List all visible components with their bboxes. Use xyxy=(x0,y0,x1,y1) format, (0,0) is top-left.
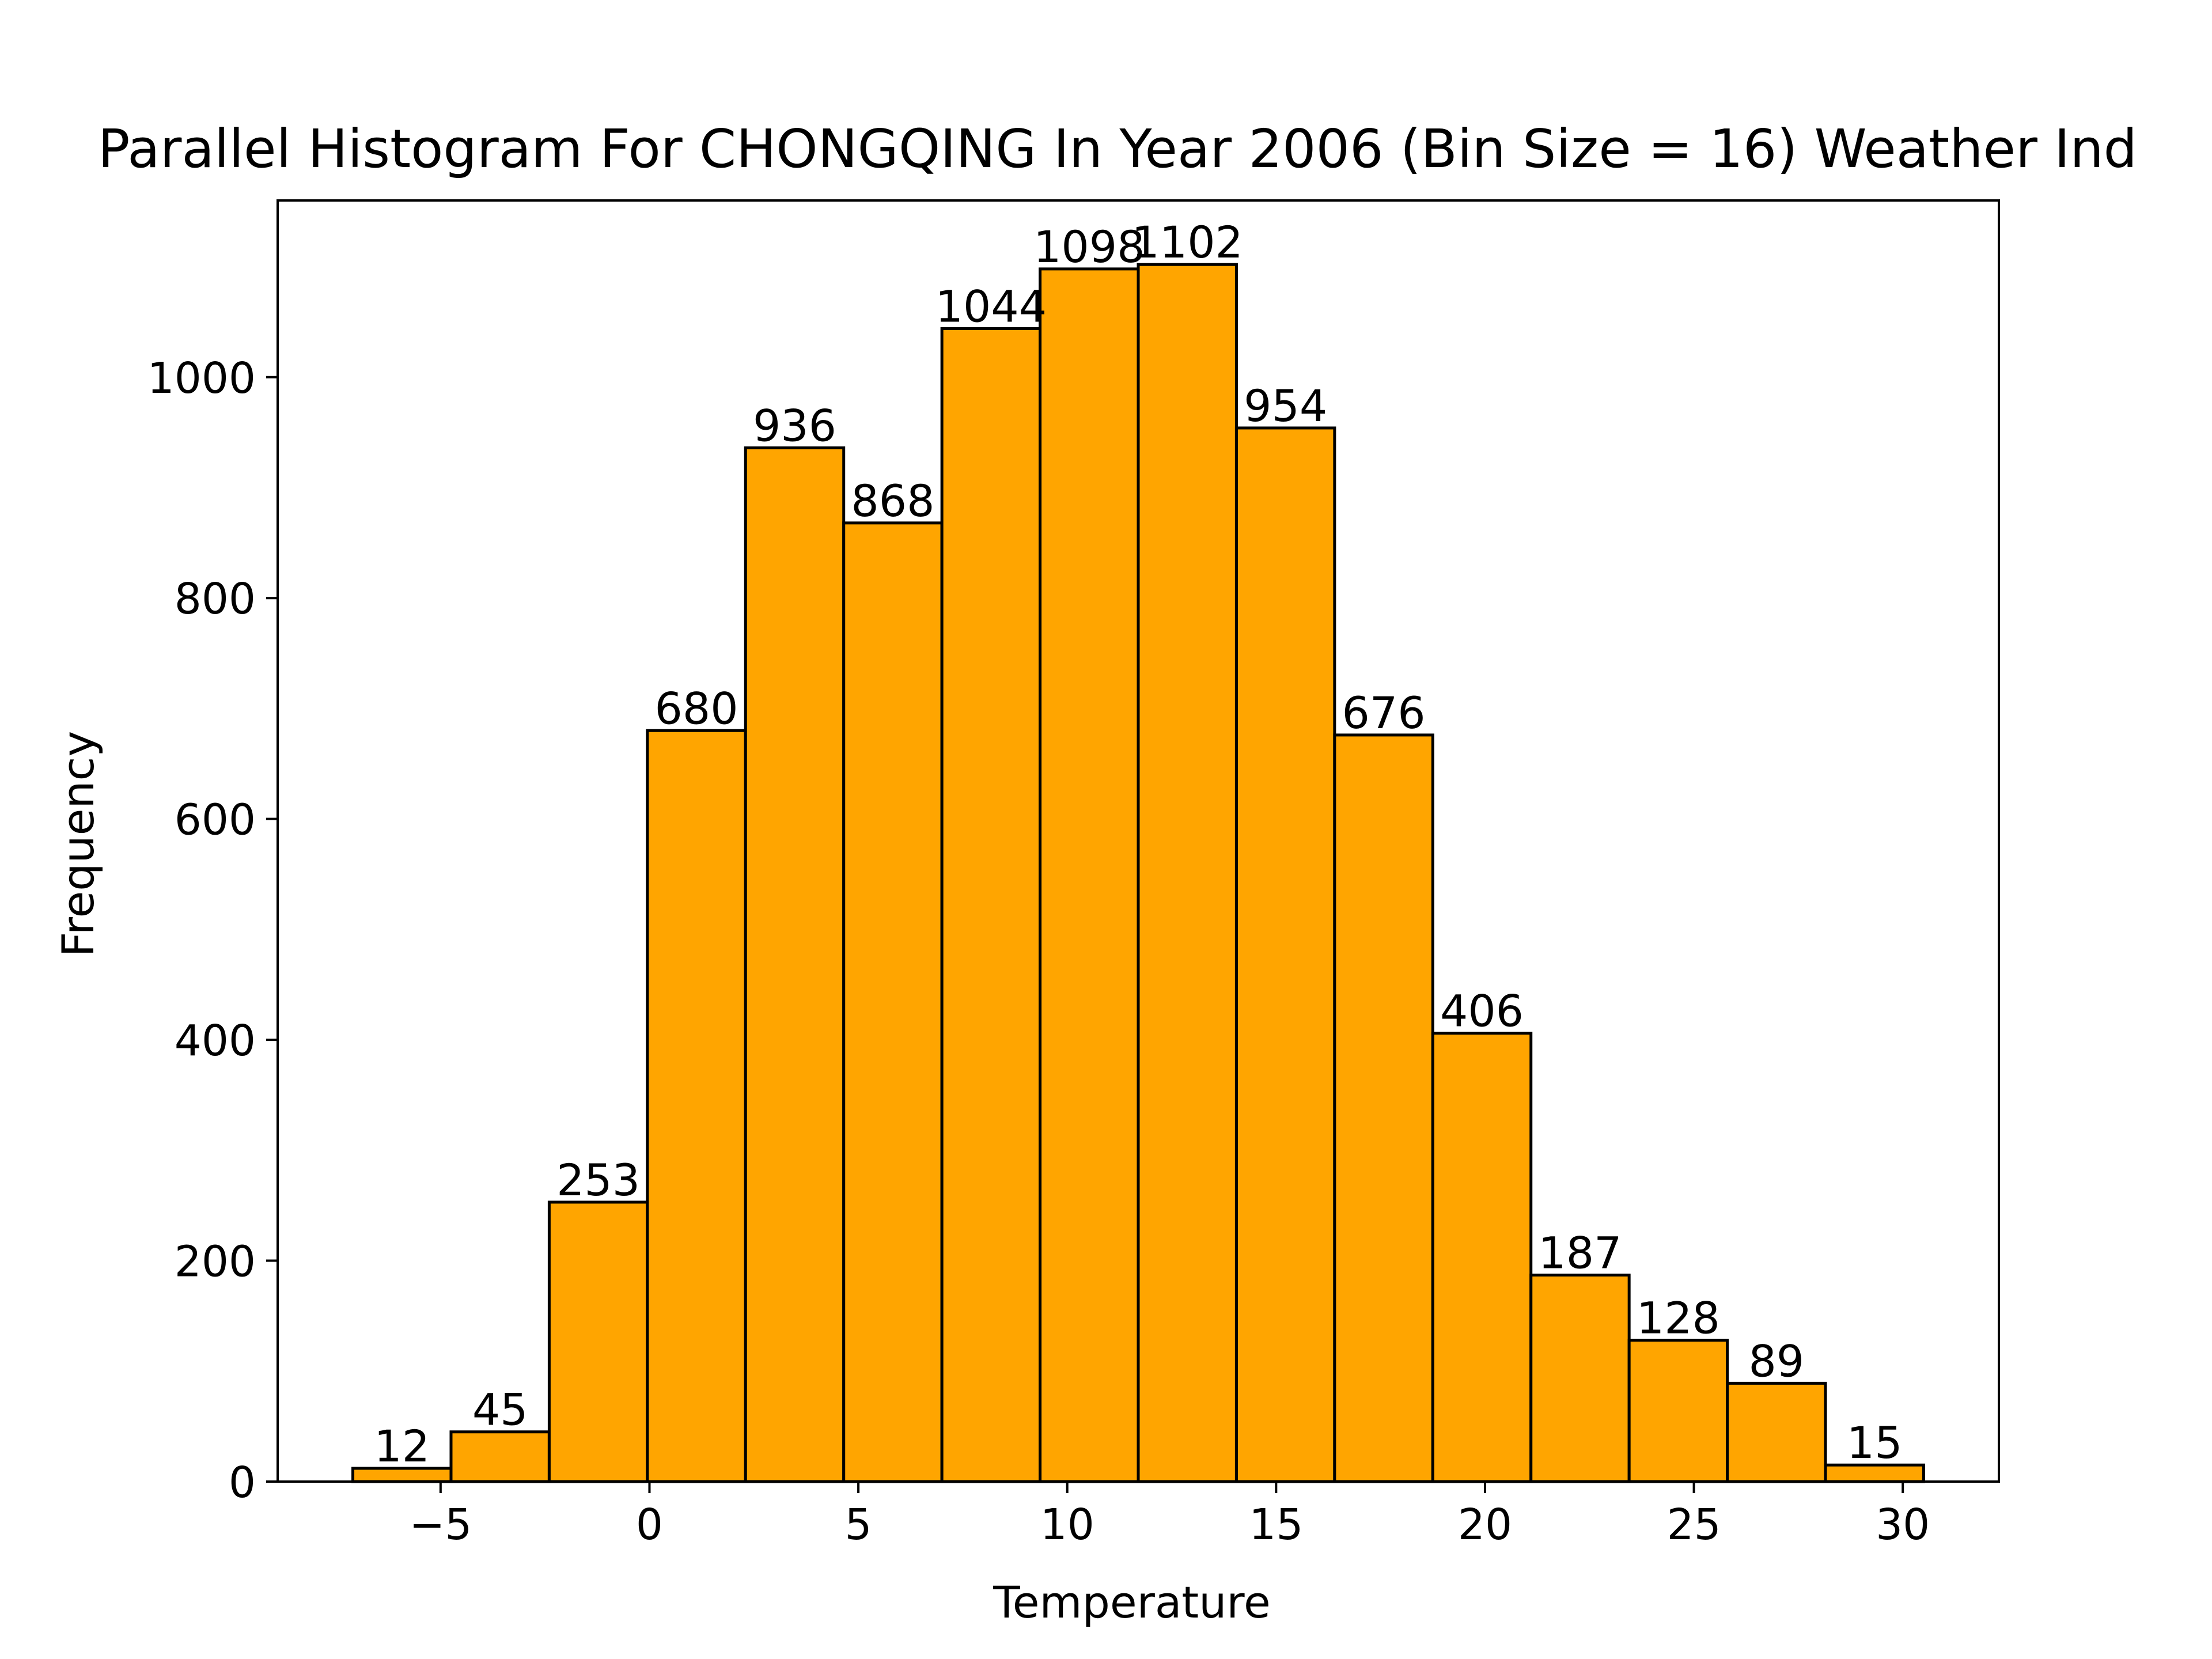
x-tick-label: 25 xyxy=(1666,1500,1721,1550)
x-axis-label: Temperature xyxy=(993,1577,1270,1628)
y-tick-label: 1000 xyxy=(147,354,256,403)
bar-value-label: 1098 xyxy=(1033,221,1145,272)
y-tick-label: 600 xyxy=(175,796,256,845)
histogram-bar xyxy=(1529,1273,1631,1483)
x-tick-label: 15 xyxy=(1249,1500,1303,1550)
histogram-bar xyxy=(744,446,846,1483)
bar-value-label: 406 xyxy=(1440,986,1524,1037)
chart-title: Parallel Histogram For CHONGQING In Year… xyxy=(98,118,2137,180)
x-tick-label: 20 xyxy=(1458,1500,1512,1550)
y-axis-label: Frequency xyxy=(52,731,104,957)
bar-value-label: 676 xyxy=(1342,687,1426,738)
bar-value-label: 253 xyxy=(556,1154,640,1206)
histogram-bar xyxy=(1824,1463,1925,1483)
bar-value-label: 1102 xyxy=(1132,217,1243,268)
bar-value-label: 680 xyxy=(655,683,738,734)
histogram-bar xyxy=(1039,267,1140,1483)
bar-value-label: 128 xyxy=(1637,1293,1720,1344)
histogram-bar xyxy=(547,1200,649,1483)
y-tick-label: 0 xyxy=(229,1458,256,1508)
histogram-bar xyxy=(1627,1339,1729,1483)
bar-value-label: 12 xyxy=(374,1421,430,1472)
histogram-bar xyxy=(1234,426,1336,1483)
x-axis: −5 0 5 10 15 20 25 30 xyxy=(409,1482,1930,1550)
histogram-bar xyxy=(1137,263,1238,1483)
bar-value-label: 89 xyxy=(1748,1335,1804,1387)
bars-group xyxy=(351,263,1925,1483)
bar-value-label: 187 xyxy=(1538,1227,1622,1278)
x-tick-label: 5 xyxy=(845,1500,872,1550)
y-tick-label: 400 xyxy=(175,1016,256,1066)
bar-value-label: 868 xyxy=(851,475,934,527)
y-axis: 0 200 400 600 800 1000 xyxy=(147,354,278,1508)
histogram-bar xyxy=(1431,1032,1533,1483)
histogram-bar xyxy=(842,521,944,1483)
bar-value-label: 936 xyxy=(753,400,836,451)
x-tick-label: 30 xyxy=(1876,1500,1930,1550)
y-tick-label: 200 xyxy=(175,1237,256,1287)
x-tick-label: 10 xyxy=(1040,1500,1094,1550)
y-tick-label: 800 xyxy=(175,574,256,624)
bar-value-label: 1044 xyxy=(935,281,1047,332)
x-tick-label: −5 xyxy=(409,1500,472,1550)
bar-value-label: 45 xyxy=(472,1384,528,1435)
histogram-bar xyxy=(449,1430,551,1483)
histogram-bar xyxy=(1726,1381,1827,1483)
x-tick-label: 0 xyxy=(636,1500,663,1550)
bar-value-label: 954 xyxy=(1244,380,1327,431)
bar-value-label: 15 xyxy=(1847,1417,1903,1468)
histogram-bar xyxy=(646,729,747,1483)
plot-frame xyxy=(276,199,2000,1483)
histogram-bar xyxy=(1333,733,1434,1483)
histogram-bar xyxy=(940,327,1042,1483)
